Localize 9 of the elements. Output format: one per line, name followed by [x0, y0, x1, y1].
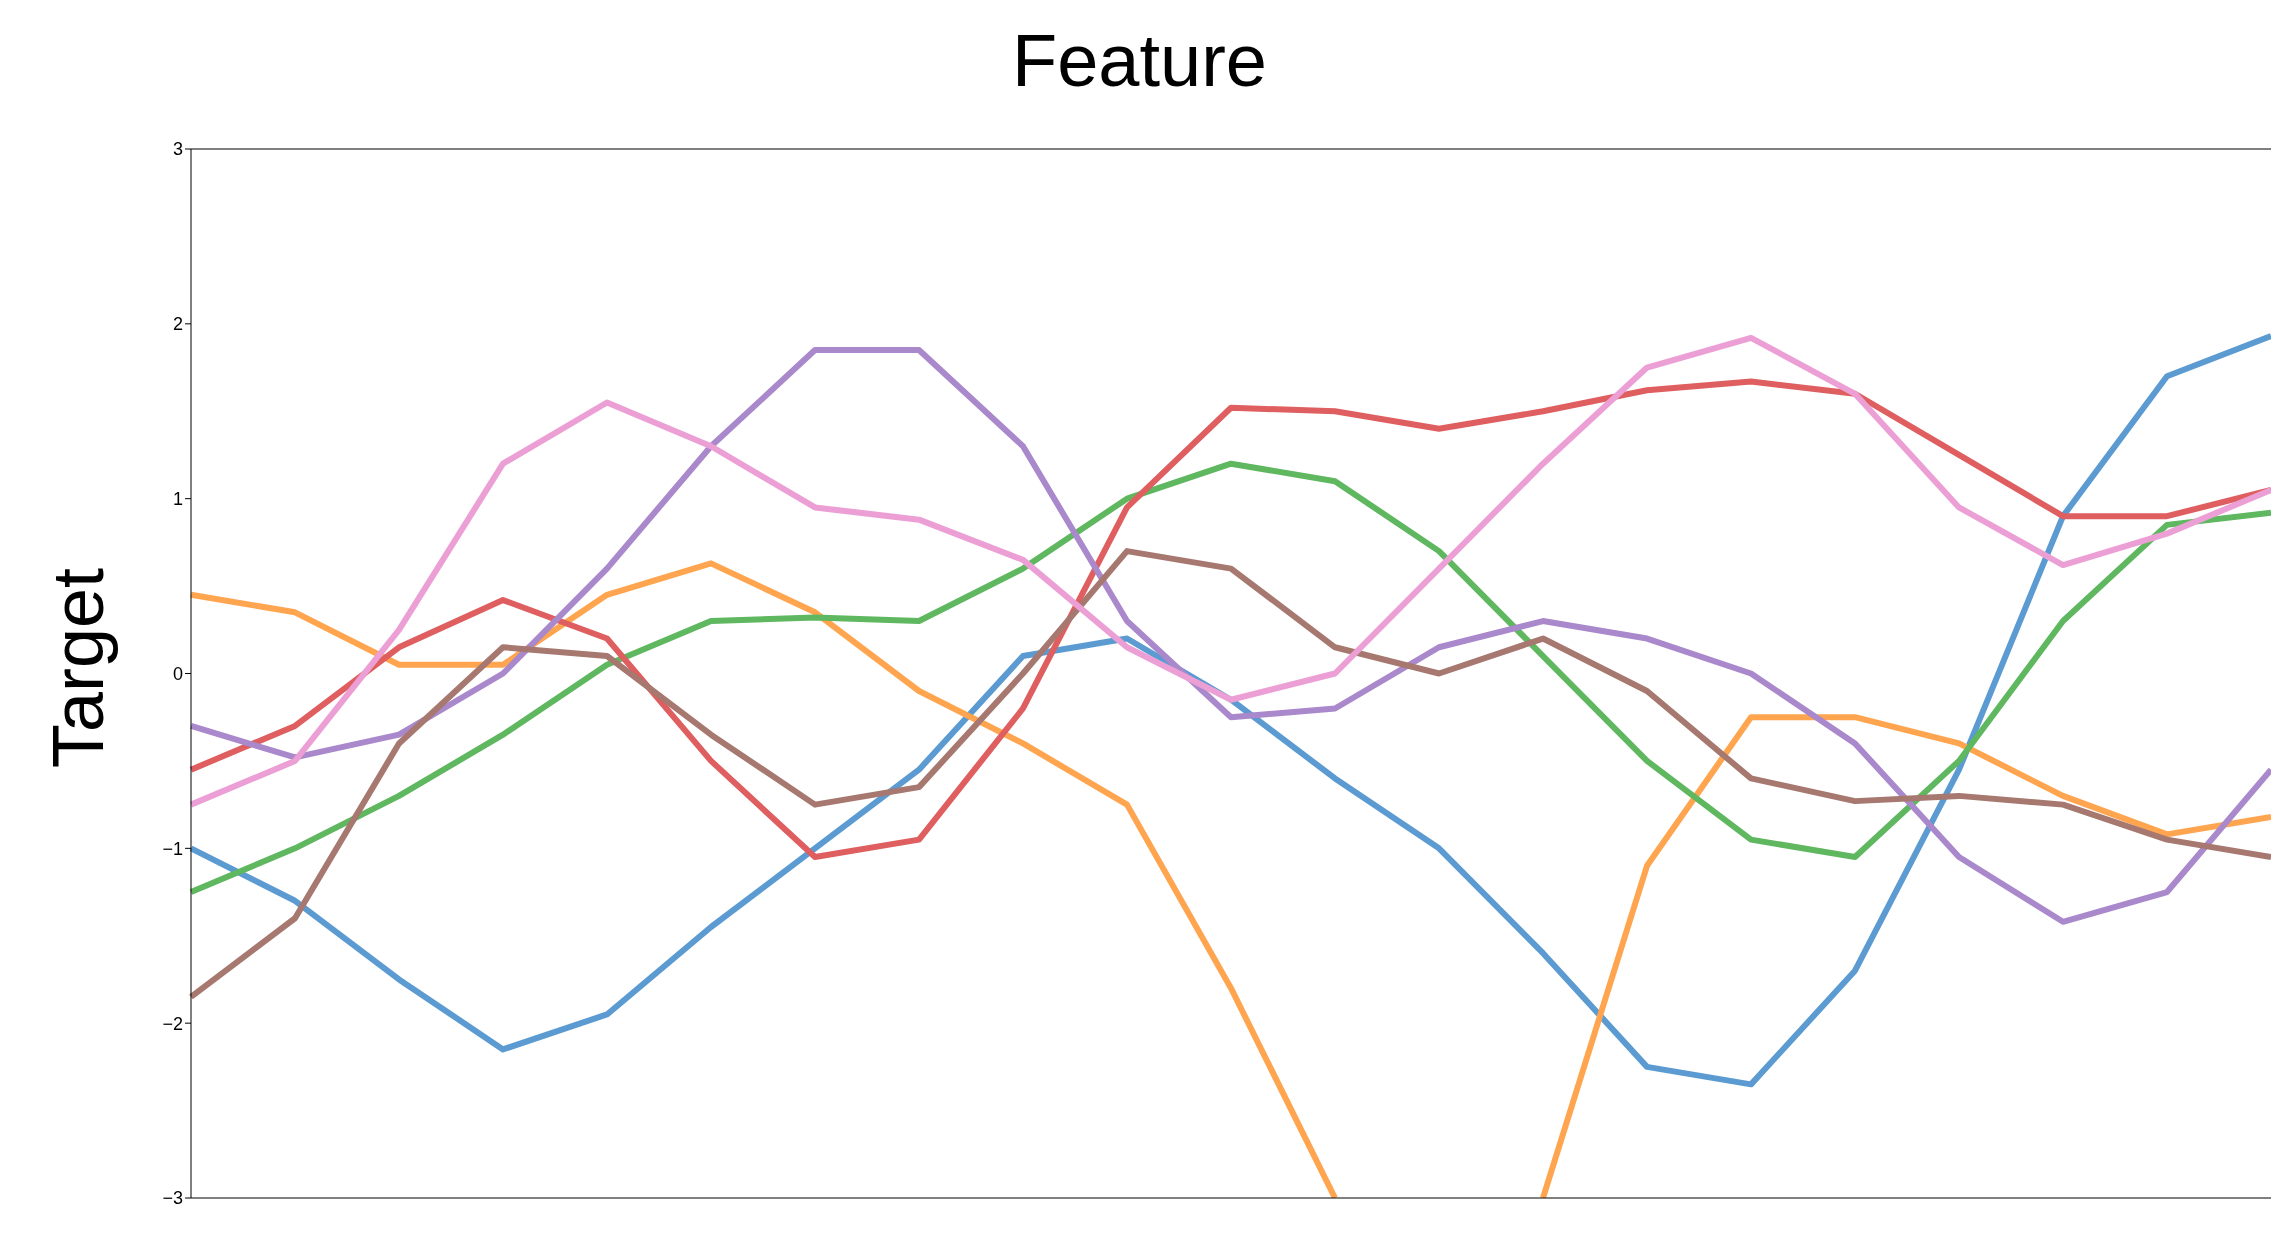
y-axis-title: Target: [37, 567, 119, 769]
y-tick-label: 0: [172, 663, 183, 684]
y-tick-label: 1: [172, 489, 183, 510]
y-tick-label: 2: [172, 314, 183, 335]
y-tick-label: −3: [162, 1188, 183, 1209]
y-tick-label: −2: [162, 1013, 183, 1034]
y-tick-label: −1: [162, 838, 183, 859]
y-tick-label: 3: [172, 139, 183, 160]
chart-title: Feature: [1011, 18, 1268, 103]
